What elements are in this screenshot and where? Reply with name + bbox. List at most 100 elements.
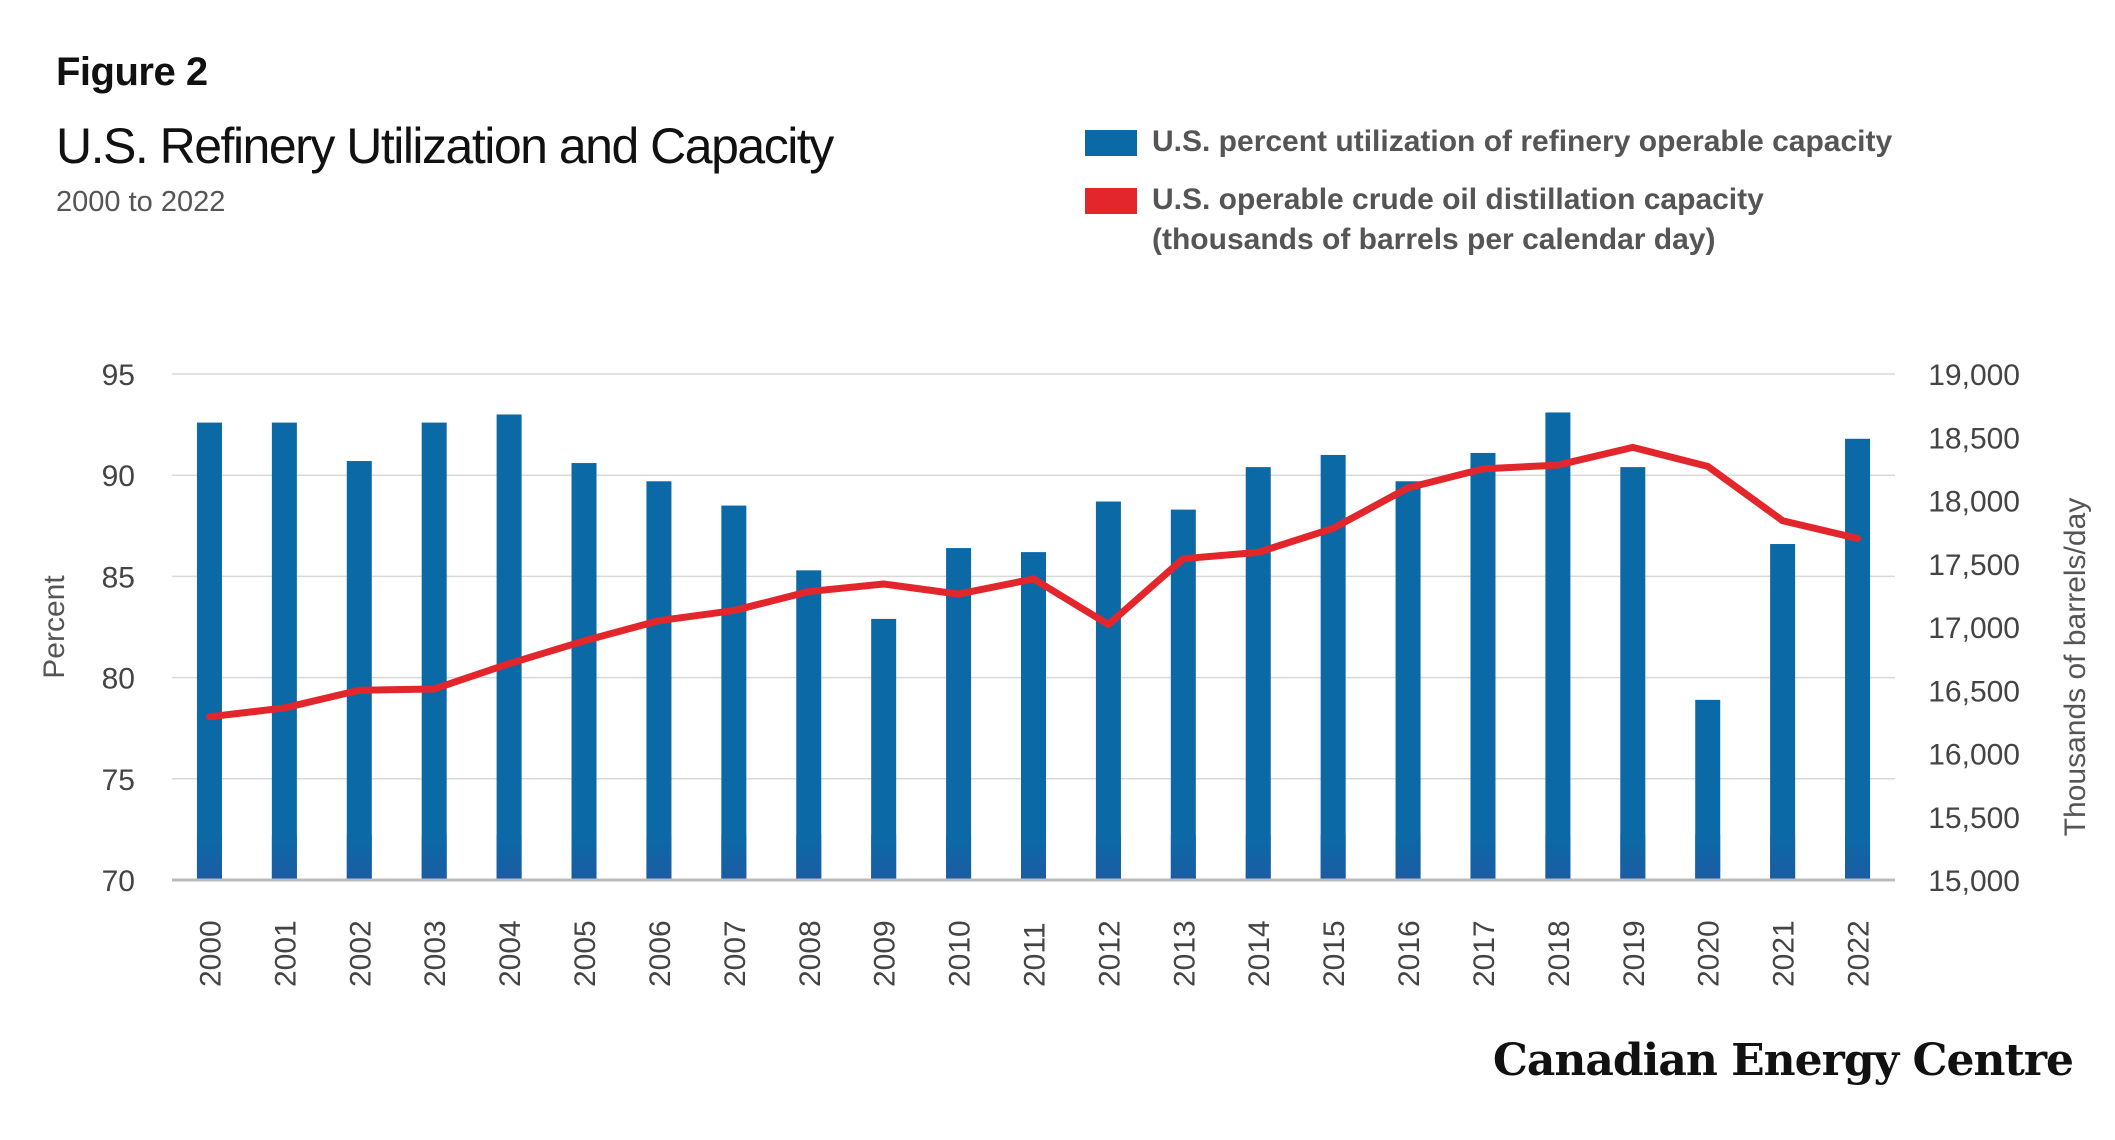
capacity-point-2009 [880, 580, 887, 587]
bar-base-2003 [421, 835, 447, 880]
legend-swatch-bar [1085, 130, 1137, 156]
bar-2011 [1021, 552, 1046, 880]
bar-2021 [1770, 544, 1796, 880]
bar-base-2010 [946, 835, 972, 880]
bar-2000 [196, 422, 222, 880]
bar-base-2006 [646, 835, 672, 880]
y-tick-label-right: 16,000 [1928, 739, 2020, 772]
capacity-point-2013 [1180, 555, 1187, 562]
capacity-point-2017 [1479, 465, 1486, 472]
bar-2018 [1545, 412, 1571, 880]
y-axis-title-right: Thousands of barrels/day [2059, 498, 2092, 837]
bar-2014 [1245, 467, 1271, 880]
capacity-point-2003 [431, 685, 438, 692]
x-tick-label: 2009 [869, 920, 902, 987]
capacity-point-2016 [1405, 484, 1412, 491]
x-tick-label: 2019 [1618, 920, 1651, 987]
axes: 70 75 80 85 90 95 15,000 15,500 16,000 16,500 17,0… [38, 359, 2092, 987]
x-tick-label: 2022 [1843, 920, 1876, 987]
capacity-point-2020 [1704, 463, 1711, 470]
x-tick-label: 2016 [1393, 920, 1426, 987]
capacity-point-2006 [655, 617, 662, 624]
bar-2006 [646, 481, 672, 880]
x-tick-label: 2015 [1318, 920, 1351, 987]
bar-2005 [571, 463, 597, 880]
y-tick-label-left: 80 [102, 663, 135, 696]
bar-base-2014 [1245, 835, 1271, 880]
y-tick-label-left: 75 [102, 764, 135, 797]
figure-label: Figure 2 [56, 50, 208, 94]
bar-base-2020 [1695, 835, 1721, 880]
bar-2016 [1395, 481, 1421, 880]
bar-base-2019 [1620, 835, 1646, 880]
bar-2022 [1845, 438, 1871, 880]
x-tick-label: 2005 [569, 920, 602, 987]
x-tick-label: 2008 [794, 920, 827, 987]
brand-logo-text: Canadian Energy Centre [1492, 1035, 2074, 1086]
legend-label-capacity-line2: (thousands of barrels per calendar day) [1152, 223, 1716, 256]
bar-2015 [1320, 454, 1346, 880]
bar-2003 [421, 422, 447, 880]
x-tick-label: 2007 [719, 920, 752, 987]
bar-base-2015 [1320, 835, 1346, 880]
y-tick-label-left: 95 [102, 359, 135, 392]
x-tick-label: 2010 [944, 920, 977, 987]
capacity-point-2014 [1255, 549, 1262, 556]
y-tick-label-right: 16,500 [1928, 675, 2020, 708]
bar-base-2004 [496, 835, 522, 880]
bar-base-2016 [1395, 835, 1421, 880]
capacity-point-2007 [730, 607, 737, 614]
x-tick-label: 2014 [1243, 920, 1276, 987]
chart-title: U.S. Refinery Utilization and Capacity [56, 118, 834, 174]
y-tick-label-left: 70 [102, 865, 135, 898]
bar-2013 [1170, 509, 1196, 880]
bar-2008 [796, 570, 822, 880]
x-tick-label: 2018 [1543, 920, 1576, 987]
x-tick-label: 2020 [1693, 920, 1726, 987]
bar-base-2009 [871, 835, 897, 880]
y-axis-title-left: Percent [38, 575, 71, 679]
capacity-point-2002 [356, 687, 363, 694]
bars [196, 412, 1871, 880]
bar-base-2021 [1770, 835, 1796, 880]
bar-2004 [496, 414, 522, 880]
y-tick-label-right: 18,000 [1928, 486, 2020, 519]
bar-base-2008 [796, 835, 822, 880]
y-tick-label-right: 17,500 [1928, 549, 2020, 582]
capacity-point-2018 [1554, 462, 1561, 469]
bar-base-2012 [1095, 835, 1121, 880]
bar-base-2005 [571, 835, 597, 880]
bar-base-2007 [721, 835, 747, 880]
bar-2012 [1095, 501, 1121, 880]
capacity-point-2005 [581, 637, 588, 644]
x-tick-label: 2002 [344, 920, 377, 987]
x-tick-label: 2011 [1019, 922, 1052, 987]
x-tick-label: 2003 [419, 920, 452, 987]
bar-2010 [946, 548, 972, 880]
bar-base-2000 [196, 835, 222, 880]
bar-base-2017 [1470, 835, 1496, 880]
y-tick-label-left: 90 [102, 460, 135, 493]
x-tick-label: 2012 [1093, 920, 1126, 987]
x-tick-label: 2013 [1168, 920, 1201, 987]
x-tick-label: 2021 [1768, 920, 1801, 987]
bar-2001 [271, 422, 297, 880]
bar-base-2001 [271, 835, 297, 880]
x-tick-label: 2000 [194, 920, 227, 987]
y-tick-label-right: 15,500 [1928, 802, 2020, 835]
legend-swatch-line [1085, 188, 1137, 214]
y-tick-label-right: 17,000 [1928, 612, 2020, 645]
bar-2017 [1470, 452, 1496, 880]
x-tick-label: 2017 [1468, 920, 1501, 987]
capacity-line-group [205, 443, 1862, 721]
capacity-point-2010 [955, 591, 962, 598]
capacity-point-2000 [206, 713, 213, 720]
bar-2007 [721, 505, 747, 880]
capacity-point-2021 [1779, 517, 1786, 524]
y-tick-label-right: 19,000 [1928, 359, 2020, 392]
capacity-point-2022 [1854, 535, 1861, 542]
bar-2002 [346, 461, 372, 880]
capacity-point-2015 [1330, 525, 1337, 532]
y-tick-label-right: 18,500 [1928, 422, 2020, 455]
